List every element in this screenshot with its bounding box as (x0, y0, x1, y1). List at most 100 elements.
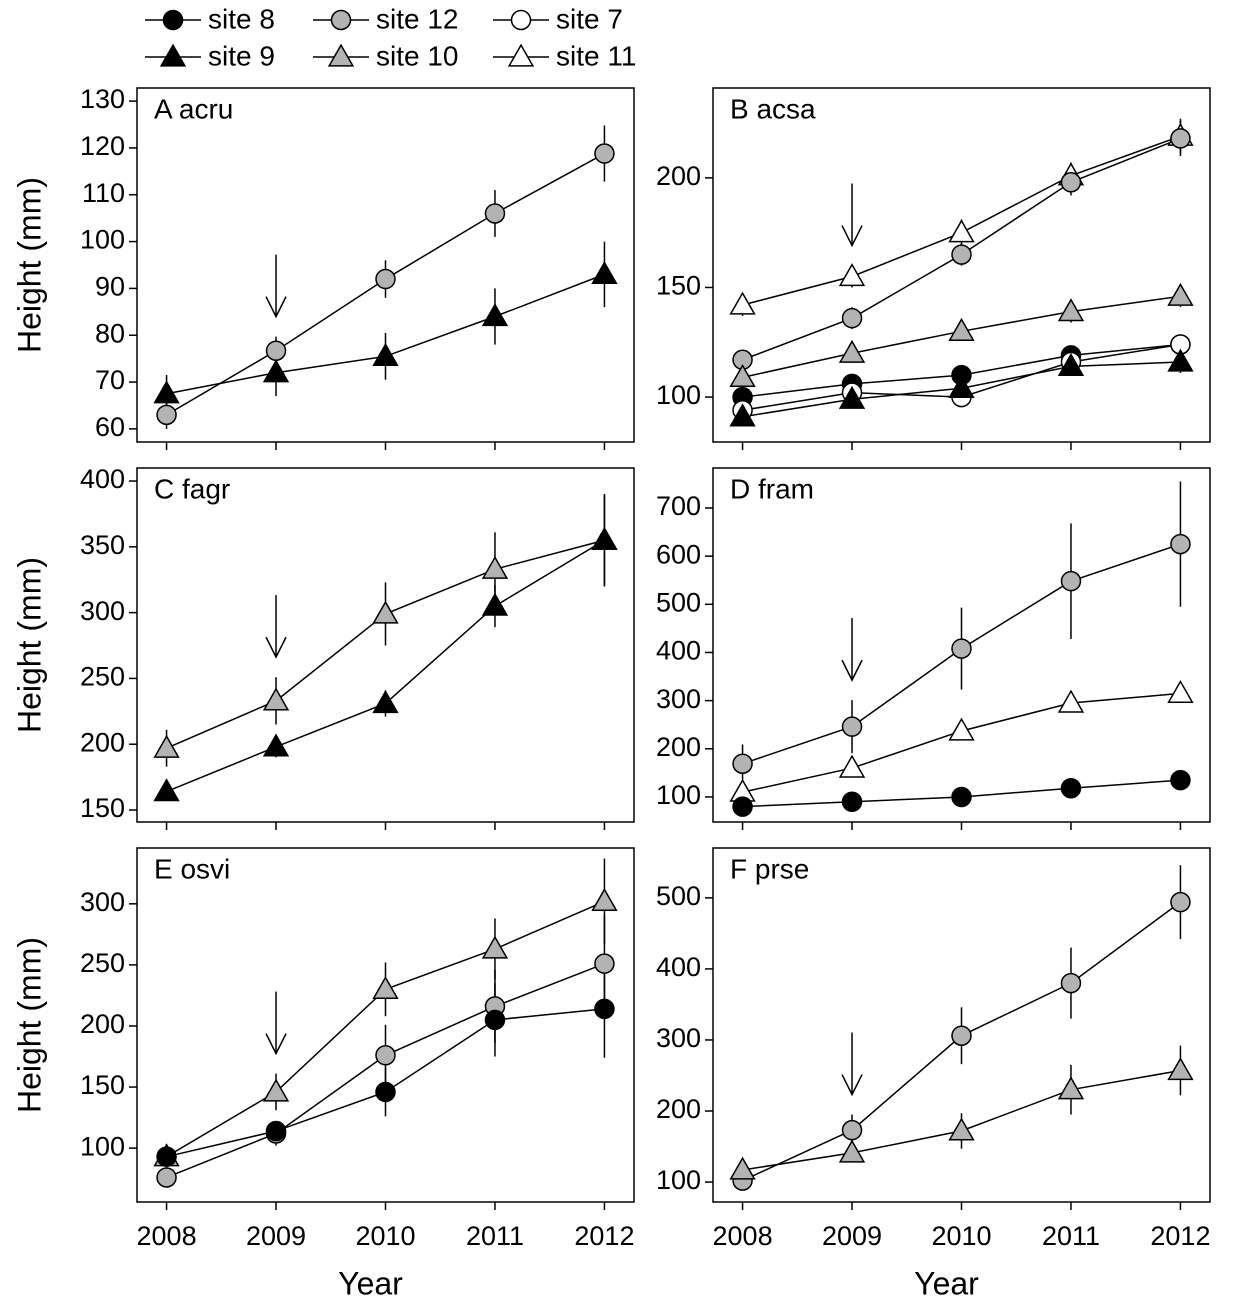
x-tick-label: 2010 (355, 1221, 415, 1251)
data-point (1060, 172, 1082, 193)
data-point (729, 363, 756, 387)
data-point (948, 219, 975, 243)
data-point (838, 263, 866, 287)
data-point (841, 1119, 863, 1141)
data-point (1170, 533, 1191, 555)
data-point (262, 359, 290, 383)
data-point (1170, 769, 1191, 791)
y-tick-label: 250 (80, 948, 125, 978)
data-point (375, 1045, 396, 1066)
data-point (838, 1139, 866, 1163)
y-axis-label: Height (mm) (11, 937, 47, 1113)
data-point (372, 600, 399, 624)
data-point (951, 1025, 972, 1046)
legend-marker (159, 43, 187, 67)
legend-marker (330, 9, 352, 31)
data-point (262, 733, 290, 757)
data-point (1167, 680, 1194, 704)
y-tick-label: 150 (656, 271, 701, 301)
arrow-head (265, 636, 287, 659)
data-point (156, 1146, 177, 1167)
data-point (1057, 1076, 1085, 1100)
y-tick-label: 70 (95, 365, 125, 395)
data-point (948, 374, 975, 398)
y-tick-label: 130 (80, 84, 125, 114)
y-tick-label: 200 (656, 1094, 701, 1124)
y-tick-label: 300 (656, 684, 701, 714)
data-point (591, 887, 618, 912)
data-point (153, 380, 180, 404)
y-tick-label: 500 (656, 587, 701, 617)
y-tick-label: 150 (80, 1070, 125, 1100)
panel-title: C fagr (154, 473, 230, 504)
legend-marker (162, 9, 184, 31)
data-point (265, 1120, 287, 1142)
y-tick-label: 350 (80, 530, 125, 560)
legend-label: site 7 (556, 3, 623, 34)
y-tick-label: 110 (82, 178, 125, 208)
y-tick-label: 300 (80, 887, 125, 917)
y-tick-label: 300 (80, 596, 125, 626)
data-point (838, 754, 866, 778)
data-point (481, 303, 509, 327)
x-tick-label: 2009 (822, 1221, 882, 1251)
y-tick-label: 100 (656, 780, 701, 810)
data-point (375, 268, 396, 290)
x-tick-label: 2010 (931, 1221, 991, 1251)
data-point (951, 638, 972, 659)
y-tick-label: 60 (95, 412, 125, 442)
y-tick-label: 200 (80, 727, 125, 757)
y-tick-label: 500 (656, 881, 701, 911)
data-point (375, 1081, 396, 1103)
data-point (1170, 891, 1191, 913)
legend-label: site 8 (208, 3, 275, 34)
data-point (156, 404, 177, 426)
arrow-head (265, 296, 287, 319)
y-tick-label: 150 (80, 793, 125, 823)
x-tick-label: 2011 (1042, 1221, 1100, 1251)
panel-title: B acsa (730, 93, 816, 124)
series-line (166, 539, 605, 793)
y-tick-label: 400 (80, 464, 125, 494)
data-point (153, 734, 180, 758)
data-point (594, 143, 615, 164)
data-point (262, 1078, 290, 1102)
data-point (262, 687, 290, 711)
y-tick-label: 100 (80, 1131, 125, 1161)
data-point (841, 791, 863, 813)
data-point (948, 717, 975, 741)
data-point (372, 975, 399, 999)
series-line (742, 692, 1181, 793)
y-tick-label: 700 (656, 491, 701, 521)
arrow-head (265, 1033, 287, 1056)
arrow-head (841, 659, 863, 682)
data-point (1060, 778, 1082, 799)
data-point (729, 1156, 756, 1180)
legend-label: site 12 (376, 3, 459, 34)
data-point (594, 953, 615, 974)
data-point (594, 998, 615, 1020)
y-tick-label: 600 (656, 539, 701, 569)
y-tick-label: 200 (656, 732, 701, 762)
legend-marker (510, 9, 532, 31)
x-axis-label: Year (914, 1265, 979, 1301)
data-point (481, 555, 509, 579)
x-tick-label: 2008 (137, 1221, 197, 1251)
data-point (841, 307, 863, 329)
y-tick-label: 300 (656, 1023, 701, 1053)
data-point (841, 716, 863, 737)
data-point (1057, 298, 1085, 322)
data-point (948, 317, 975, 341)
data-point (1170, 128, 1191, 149)
legend-marker (507, 43, 535, 67)
data-point (1060, 570, 1082, 592)
data-point (372, 342, 399, 366)
data-point (1057, 689, 1085, 713)
data-point (153, 778, 180, 802)
y-axis-label: Height (mm) (11, 557, 47, 733)
data-point (951, 786, 972, 808)
y-tick-label: 100 (656, 1165, 701, 1195)
arrow-head (841, 225, 863, 248)
legend-marker (327, 43, 355, 67)
